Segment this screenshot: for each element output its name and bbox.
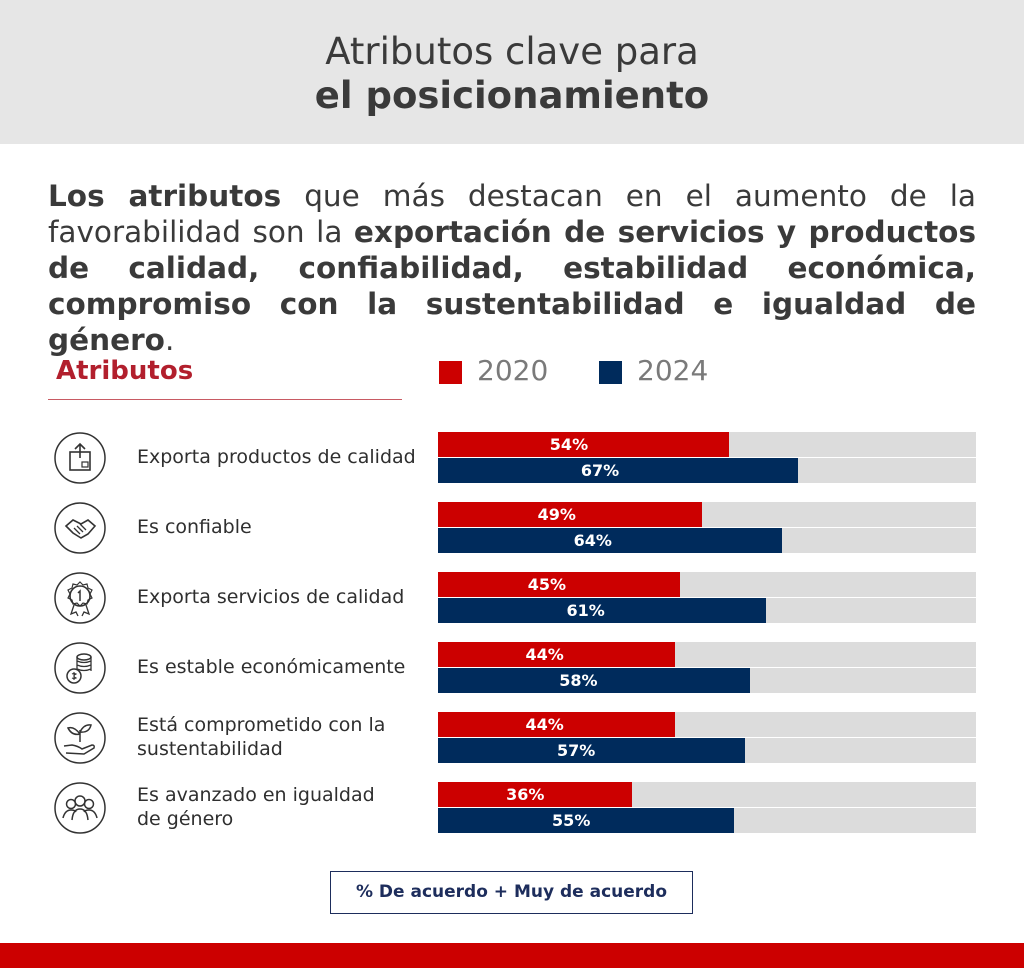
attributes-heading: Atributos: [56, 356, 194, 386]
data-label-2024: 61%: [566, 601, 605, 620]
category-label-line: Exporta servicios de calidad: [137, 586, 405, 608]
chart-row: Es confiable 49% 64%: [48, 502, 978, 556]
bar-track: 61%: [438, 598, 976, 623]
data-label-2020: 54%: [549, 435, 589, 454]
bar-2024: [438, 808, 734, 833]
data-label-2020: 45%: [527, 575, 567, 594]
bar-track: 49%: [438, 502, 976, 527]
chart-row: Está comprometido con la sustentabilidad 4…: [48, 712, 978, 766]
data-label-2024: 67%: [580, 461, 620, 480]
category-label-line: Es confiable: [137, 516, 252, 538]
bar-track: 57%: [438, 738, 976, 763]
bar-track: 36%: [438, 782, 976, 807]
category-label-line: Es estable económicamente: [137, 656, 406, 678]
category-label-line: Es avanzado en igualdad: [137, 784, 375, 806]
legend-swatch-2020: [439, 361, 462, 384]
category-label: Es estable económicamente: [137, 655, 405, 679]
intro-segment: Los atributos: [48, 179, 282, 213]
bar-track: 64%: [438, 528, 976, 553]
bottom-accent-bar: [0, 943, 1024, 968]
page-title-line1: Atributos clave para: [325, 30, 699, 73]
data-label-2020: 44%: [525, 715, 564, 734]
intro-paragraph: Los atributos que más destacan en el aum…: [48, 178, 976, 358]
bar-2024: [438, 598, 766, 623]
legend-label-2024: 2024: [637, 354, 709, 387]
category-label-line: Exporta productos de calidad: [137, 446, 416, 468]
bar-track: 55%: [438, 808, 976, 833]
category-label: Exporta productos de calidad: [137, 445, 416, 469]
bar-2024: [438, 528, 782, 553]
award-badge-icon: [54, 572, 106, 624]
data-label-2024: 55%: [552, 811, 591, 830]
category-label: Exporta servicios de calidad: [137, 585, 404, 609]
bar-track: 44%: [438, 642, 976, 667]
data-label-2020: 49%: [537, 505, 576, 524]
plant-hand-icon: [54, 712, 106, 764]
intro-segment: .: [164, 323, 175, 357]
bar-2020: [438, 502, 702, 527]
bar-2024: [438, 458, 798, 483]
intro-segment: exportación de servicios y productos de …: [48, 215, 977, 357]
handshake-icon: [54, 502, 106, 554]
category-label: Es avanzado en igualdad de género: [137, 783, 375, 831]
people-group-icon: [54, 782, 106, 834]
legend-swatch-2024: [599, 361, 622, 384]
page-title-line2: el posicionamiento: [314, 74, 710, 117]
bar-2024: [438, 738, 745, 763]
chart-row: Exporta productos de calidad 54% 67%: [48, 432, 978, 486]
bar-2020: [438, 712, 675, 737]
category-label-line: sustentabilidad: [137, 738, 283, 760]
bar-track: 58%: [438, 668, 976, 693]
bar-track: 54%: [438, 432, 976, 457]
header-banner: Atributos clave para el posicionamiento: [0, 0, 1024, 144]
coins-icon: [54, 642, 106, 694]
bar-2024: [438, 668, 750, 693]
intro-segment: que más destacan en el aumento de la fav…: [48, 179, 977, 249]
data-label-2024: 64%: [573, 531, 612, 550]
attributes-divider: [48, 399, 402, 400]
chart-row: Exporta servicios de calidad 45% 61%: [48, 572, 978, 626]
bar-2020: [438, 432, 729, 457]
data-label-2024: 58%: [559, 671, 598, 690]
box-upload-icon: [54, 432, 106, 484]
bar-2020: [438, 642, 675, 667]
category-label-line: de género: [137, 808, 234, 830]
category-label: Está comprometido con la sustentabilidad: [137, 713, 385, 761]
bar-2020: [438, 572, 680, 597]
category-label: Es confiable: [137, 515, 252, 539]
bar-track: 44%: [438, 712, 976, 737]
data-label-2024: 57%: [557, 741, 596, 760]
bar-track: 45%: [438, 572, 976, 597]
bar-track: 67%: [438, 458, 976, 483]
legend-label-2020: 2020: [477, 354, 549, 387]
footnote-box: % De acuerdo + Muy de acuerdo: [330, 871, 693, 914]
data-label-2020: 44%: [525, 645, 564, 664]
chart-row: Es avanzado en igualdad de género 36% 55%: [48, 782, 978, 836]
bar-2020: [438, 782, 632, 807]
data-label-2020: 36%: [506, 785, 545, 804]
chart-row: Es estable económicamente 44% 58%: [48, 642, 978, 696]
category-label-line: Está comprometido con la: [137, 714, 386, 736]
